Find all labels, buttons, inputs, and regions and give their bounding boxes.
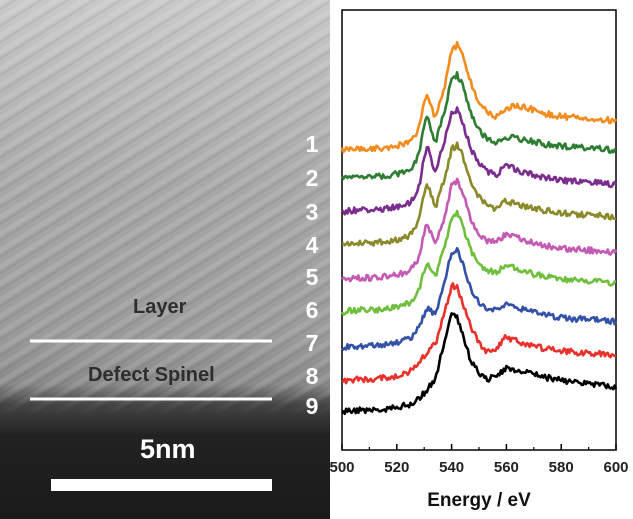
spectrum-number: 4 <box>305 232 319 258</box>
x-axis-title: Energy / eV <box>427 490 531 511</box>
spectrum-line-1 <box>340 40 618 154</box>
spectrum-number: 3 <box>305 199 319 225</box>
x-tick-label: 540 <box>439 459 464 476</box>
layer-label: Layer <box>133 296 187 318</box>
scale-bar-label: 5nm <box>140 434 196 464</box>
spectrum-number: 2 <box>305 165 319 191</box>
eels-spectra-chart: 500 520 540 560 580 600 Energy / eV <box>330 9 629 511</box>
defect-spinel-label: Defect Spinel <box>88 364 215 386</box>
x-tick-label: 600 <box>603 459 628 476</box>
spectrum-number: 7 <box>305 330 319 356</box>
scale-bar <box>51 479 272 491</box>
x-tick-label: 560 <box>494 459 519 476</box>
x-tick-label: 580 <box>549 459 574 476</box>
spectrum-line-4 <box>341 141 617 247</box>
spectrum-number: 5 <box>305 264 319 290</box>
spectrum-number: 8 <box>305 363 319 389</box>
spectrum-line-6 <box>340 209 617 316</box>
spectrum-line-3 <box>341 106 618 216</box>
spectrum-line-2 <box>340 71 617 181</box>
plot-frame <box>341 9 617 451</box>
spectrum-line-7 <box>341 246 618 351</box>
spectrum-line-8 <box>341 282 617 385</box>
spectrum-number: 9 <box>305 393 319 419</box>
x-tick-label: 520 <box>384 459 409 476</box>
spectrum-number: 6 <box>305 297 319 323</box>
spectrum-line-9 <box>340 312 618 416</box>
spectrum-line-5 <box>340 177 618 283</box>
x-tick-label: 500 <box>330 459 355 476</box>
stem-micrograph <box>0 0 330 519</box>
spectrum-number: 1 <box>305 131 319 157</box>
